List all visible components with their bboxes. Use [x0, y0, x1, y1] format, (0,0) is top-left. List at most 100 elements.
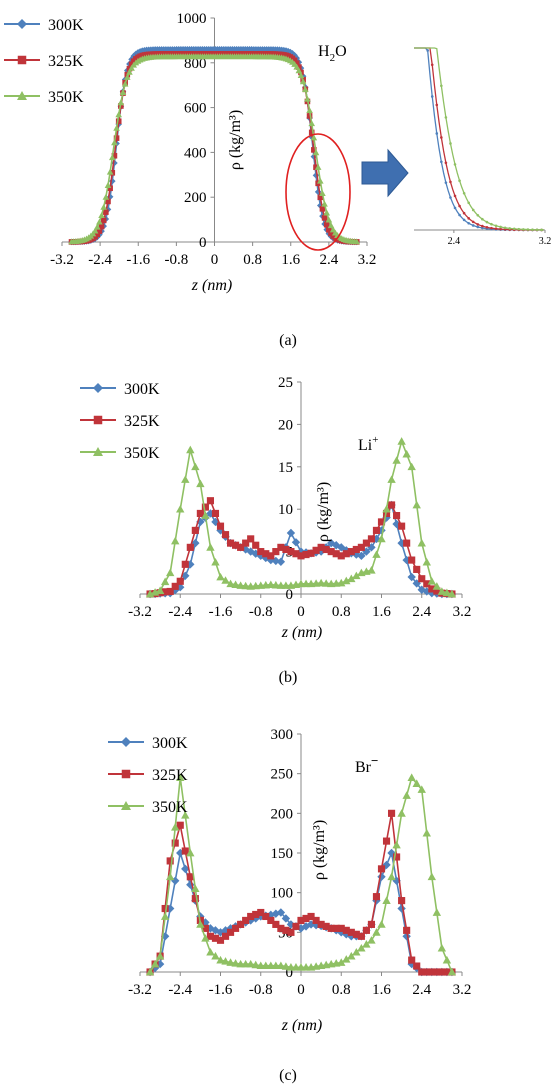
panel-a-legend-label: 300K	[48, 17, 84, 34]
panel-c-data-point-300K	[160, 932, 170, 941]
panel-b-data-point-300K	[206, 509, 215, 518]
panel-a-data-point-350K	[115, 111, 123, 118]
panel-b-data-point-325K	[181, 560, 189, 568]
panel-c-data-point-325K	[232, 924, 240, 932]
inset-data-point-300K	[476, 225, 480, 229]
inset-data-point-350K	[535, 228, 539, 232]
panel-a-data-point-350K	[104, 182, 112, 188]
inset-data-point-325K	[494, 227, 498, 231]
panel-c-data-point-350K	[216, 955, 225, 964]
panel-a-data-point-325K	[313, 164, 319, 171]
panel-c-data-point-350K	[407, 773, 416, 781]
panel-c-data-point-350K	[186, 848, 195, 857]
panel-b-data-point-325K	[247, 535, 255, 543]
panel-b-data-point-300K	[276, 557, 286, 566]
panel-b-x-tick-label: -0.8	[249, 604, 273, 620]
panel-c-data-point-325K	[382, 837, 391, 845]
panel-c-x-tick-label: 2.4	[412, 982, 431, 998]
panel-b-x-tick-label: 0.8	[332, 604, 351, 620]
panel-a-y-tick-label: 200	[184, 190, 207, 206]
panel-b-x-tick-label: -3.2	[128, 604, 152, 620]
panel-b-data-point-300K	[211, 517, 220, 527]
panel-b-x-tick-label: 2.4	[412, 604, 431, 620]
panel-a-data-point-350K	[98, 212, 105, 219]
panel-c-x-tick-label: -1.6	[209, 982, 233, 998]
panel-c-x-tick-label: 3.2	[453, 982, 472, 998]
panel-c-data-point-325K	[176, 821, 184, 829]
panel-a-data-point-350K	[353, 238, 361, 245]
panel-b-x-tick-label: 0	[297, 604, 305, 620]
panel-c-data-point-350K	[221, 957, 230, 965]
panel-a-data-point-325K	[105, 198, 111, 205]
inset-data-point-300K	[426, 49, 429, 52]
inset-data-point-300K	[471, 224, 475, 227]
panel-a-data-point-350K	[299, 78, 307, 85]
panel-b-data-point-300K	[181, 571, 190, 580]
panel-c-data-point-350K	[432, 908, 442, 916]
panel-c-data-point-325K	[433, 968, 441, 976]
panel-c-data-point-350K	[397, 809, 406, 817]
panel-c-data-point-325K	[201, 924, 209, 932]
inset-data-point-300K	[481, 226, 484, 230]
panel-a-legend-marker	[17, 91, 27, 100]
panel-b-data-point-325K	[317, 543, 325, 551]
inset-data-point-350K	[453, 163, 457, 166]
panel-b-data-point-350K	[377, 534, 386, 543]
panel-c-data-point-350K	[201, 934, 210, 942]
panel-b-data-point-325K	[237, 543, 245, 551]
panel-c-data-point-300K	[276, 908, 286, 917]
panel-b-data-point-350K	[402, 449, 411, 458]
panel-b-data-point-325K	[367, 535, 376, 543]
panel-b-data-point-325K	[423, 580, 431, 588]
panel-c-data-point-350K	[372, 928, 381, 936]
panel-c-data-point-325K	[322, 922, 330, 930]
panel-c-data-point-325K	[337, 924, 345, 932]
panel-a-legend: 300K 325K 350K	[4, 17, 84, 106]
panel-c-species-sup: −	[371, 753, 378, 768]
panel-a-data-point-350K	[323, 209, 331, 216]
panel-c-data-point-300K	[211, 926, 220, 935]
panel-b-data-point-325K	[186, 543, 194, 551]
panel-c-y-tick-label: 150	[271, 846, 294, 862]
panel-a-data-point-350K	[319, 190, 326, 197]
panel-b-data-point-350K	[216, 572, 225, 581]
inset-data-point-325K	[440, 136, 443, 139]
panel-a-species-label: H2O	[318, 43, 347, 64]
panel-b-data-point-350K	[372, 550, 381, 558]
panel-a-x-tick-label: 0.8	[243, 252, 262, 268]
panel-c: -3.2-2.4-1.6-0.800.81.62.43.205010015020…	[108, 727, 471, 1084]
panel-b-legend-marker	[93, 415, 103, 425]
panel-a-species-sub: 2	[330, 52, 336, 64]
panel-c-data-point-350K	[155, 951, 165, 960]
panel-b-data-point-325K	[372, 526, 381, 534]
panel-b-data-point-350K	[417, 538, 426, 547]
panel-c-legend-label: 300K	[152, 735, 188, 752]
panel-a-data-point-325K	[113, 135, 120, 141]
panel-b-y-tick-label: 10	[278, 502, 293, 518]
inset-data-point-325K	[453, 194, 457, 198]
panel-c-data-point-350K	[342, 955, 351, 963]
panel-c-data-point-300K	[347, 932, 356, 941]
panel-b-data-point-325K	[297, 552, 305, 560]
panel-c-data-point-300K	[171, 876, 180, 885]
panel-b-data-point-350K	[155, 586, 165, 594]
panel-a-data-point-350K	[117, 99, 125, 106]
panel-b-data-point-325K	[221, 531, 230, 539]
panel-a-x-tick-label: 2.4	[320, 252, 339, 268]
panel-b-data-point-325K	[216, 522, 225, 530]
panel-c-data-point-300K	[397, 904, 406, 913]
panel-c-data-point-300K	[301, 922, 311, 931]
panel-b-data-point-350K	[447, 589, 457, 598]
panel-c-data-point-325K	[347, 928, 355, 936]
inset-data-point-300K	[435, 132, 439, 135]
panel-c-data-point-350K	[357, 944, 366, 952]
panel-c-data-point-350K	[387, 872, 396, 881]
panel-a-data-point-325K	[111, 152, 118, 159]
inset-data-point-350K	[458, 179, 461, 183]
panel-b-data-point-350K	[176, 505, 185, 513]
panel-c-species-main: Br	[355, 759, 372, 776]
panel-b-data-point-325K	[166, 587, 174, 596]
panel-c-data-point-350K	[382, 896, 391, 904]
panel-a-x-tick-label: -0.8	[165, 252, 189, 268]
